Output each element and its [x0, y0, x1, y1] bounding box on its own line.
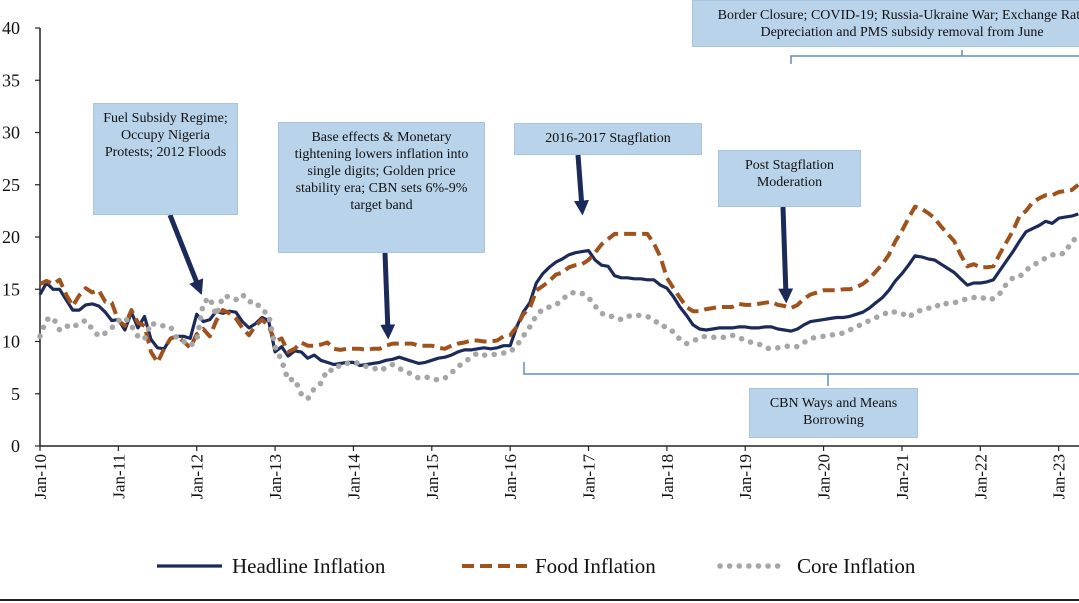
annotation: Fuel Subsidy Regime; Occupy Nigeria Prot… [93, 103, 238, 215]
arrow [167, 214, 204, 295]
x-tick-label: Jan-15 [423, 454, 442, 499]
x-tick-label: Jan-18 [658, 454, 677, 499]
x-tick-label: Jan-16 [501, 454, 520, 499]
x-tick-label: Jan-11 [109, 454, 128, 499]
x-tick-label: Jan-20 [815, 454, 834, 499]
series-line [39, 183, 1079, 365]
x-tick-label: Jan-14 [344, 454, 363, 500]
arrow [380, 252, 396, 340]
legend-label: Headline Inflation [232, 554, 386, 578]
bracket [790, 50, 1079, 64]
arrow [778, 206, 794, 304]
annotation: CBN Ways and Means Borrowing [749, 388, 918, 438]
y-tick-label: 35 [2, 70, 20, 90]
x-tick-label: Jan-21 [893, 454, 912, 499]
y-tick-label: 40 [2, 18, 20, 38]
y-tick-label: 15 [2, 279, 20, 299]
series-line [37, 234, 1079, 402]
y-tick-label: 25 [2, 175, 20, 195]
legend-label: Core Inflation [797, 554, 916, 578]
annotation: Post Stagflation Moderation [718, 150, 861, 207]
x-tick-label: Jan-19 [736, 454, 755, 499]
legend-label: Food Inflation [535, 554, 656, 578]
x-tick-label: Jan-22 [971, 454, 990, 499]
y-tick-label: 5 [11, 384, 20, 404]
y-tick-label: 30 [2, 123, 20, 143]
annotation: 2016-2017 Stagflation [514, 123, 702, 155]
bracket [523, 362, 1079, 386]
annotation: Border Closure; COVID-19; Russia-Ukraine… [692, 0, 1079, 47]
x-tick-label: Jan-17 [580, 454, 599, 500]
annotation: Base effects & Monetary tightening lower… [278, 122, 485, 253]
x-tick-label: Jan-13 [266, 454, 285, 499]
y-tick-label: 20 [2, 227, 20, 247]
y-tick-label: 10 [2, 332, 20, 352]
x-tick-label: Jan-10 [31, 454, 50, 499]
arrow [573, 154, 589, 216]
y-tick-label: 0 [11, 436, 20, 456]
x-tick-label: Jan-12 [188, 454, 207, 499]
x-tick-label: Jan-23 [1050, 454, 1069, 499]
series-line [38, 212, 1079, 368]
